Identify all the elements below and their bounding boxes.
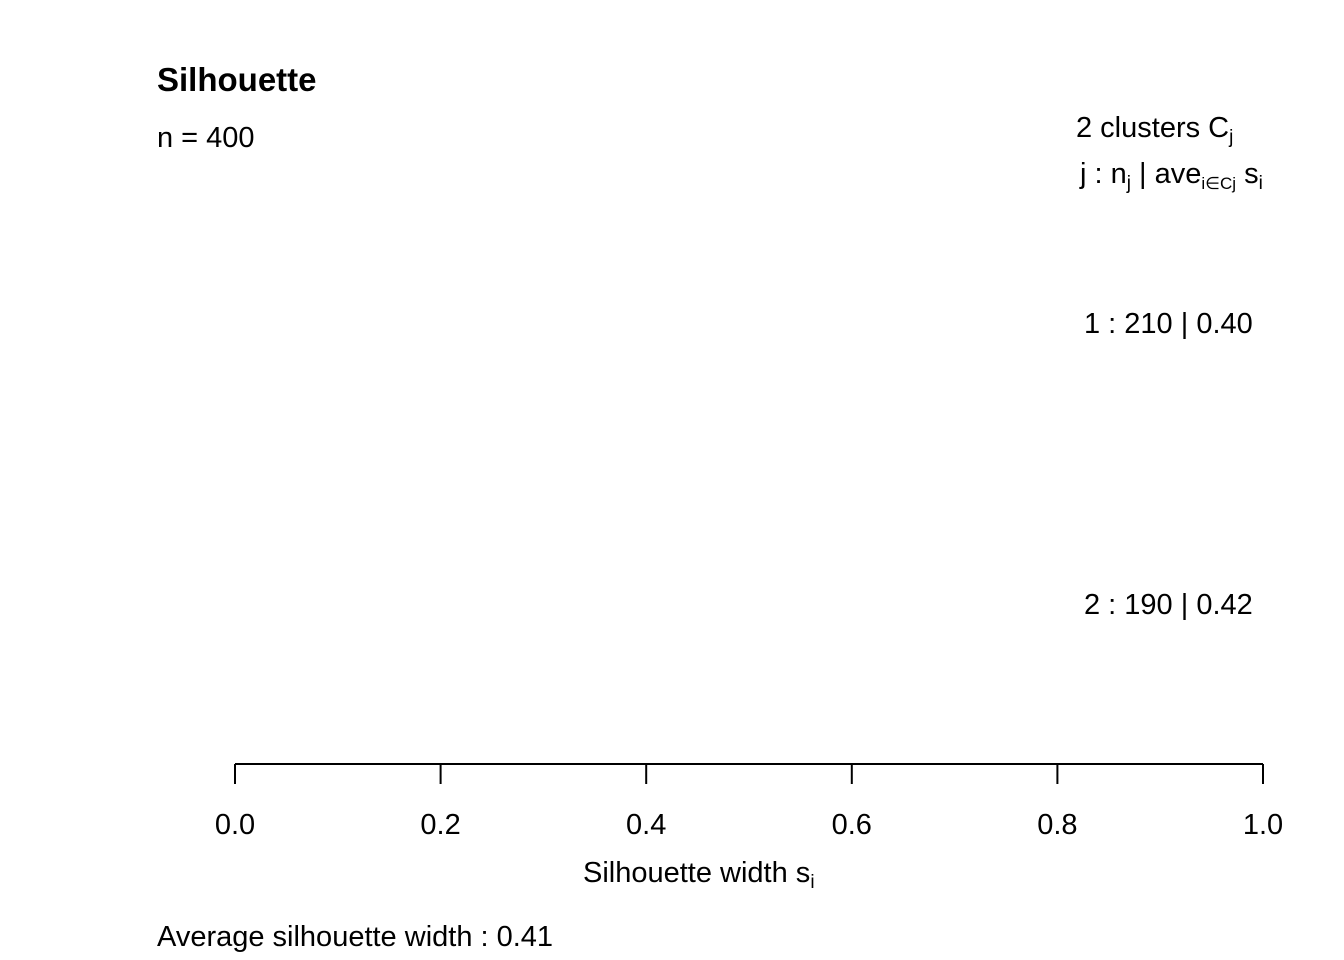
x-tick-label-2: 0.4 xyxy=(626,809,666,841)
cluster-header-line1-text: 2 clusters C xyxy=(1076,112,1230,144)
cluster-header-line2-sub-s: i xyxy=(1258,173,1263,194)
cluster-header-line2-sub-j: j xyxy=(1126,173,1131,194)
x-axis-label-sub: i xyxy=(810,872,815,893)
x-tick-label-0: 0.0 xyxy=(215,809,255,841)
x-tick-label-5: 1.0 xyxy=(1243,809,1283,841)
cluster-header-line2: j : nj | avei∈Cj si xyxy=(1080,158,1263,194)
x-tick-label-4: 0.8 xyxy=(1037,809,1077,841)
cluster-header-line2-mid: | ave xyxy=(1130,158,1202,190)
chart-title: Silhouette xyxy=(157,61,317,98)
cluster-row-1: 1 : 210 | 0.40 xyxy=(1084,308,1253,340)
cluster-header-line2-s: s xyxy=(1236,158,1259,190)
cluster-header-line2-sub-i: i∈Cj xyxy=(1201,174,1237,193)
x-axis-label: Silhouette width si xyxy=(583,857,815,893)
x-tick-label-1: 0.2 xyxy=(420,809,460,841)
cluster-row-2: 2 : 190 | 0.42 xyxy=(1084,589,1253,621)
chart-subtitle: n = 400 xyxy=(157,122,255,154)
cluster-header-line1: 2 clusters Cj xyxy=(1076,112,1233,148)
x-axis-label-text: Silhouette width s xyxy=(583,857,811,889)
cluster-header-line2-prefix: j : n xyxy=(1080,158,1127,190)
cluster-header-line1-sub: j xyxy=(1229,127,1234,148)
average-silhouette-width: Average silhouette width : 0.41 xyxy=(157,921,554,953)
x-tick-label-3: 0.6 xyxy=(832,809,872,841)
